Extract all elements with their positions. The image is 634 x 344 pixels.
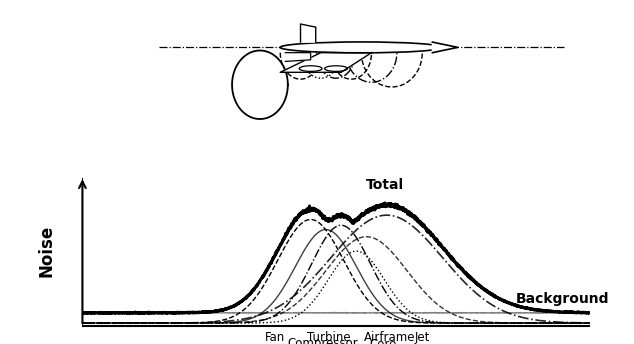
Text: Airframe: Airframe (364, 331, 415, 344)
Text: Noise: Noise (38, 225, 56, 277)
Text: Core: Core (369, 338, 396, 344)
Text: Total: Total (366, 178, 404, 192)
Polygon shape (432, 42, 458, 53)
Ellipse shape (299, 66, 322, 71)
Text: Turbine: Turbine (307, 331, 350, 344)
Polygon shape (280, 53, 372, 72)
Ellipse shape (325, 66, 347, 71)
Polygon shape (301, 24, 316, 42)
Polygon shape (285, 53, 311, 61)
Text: Fan: Fan (265, 331, 285, 344)
Text: Jet: Jet (415, 331, 430, 344)
Text: Background: Background (516, 292, 609, 305)
Text: Compressor: Compressor (288, 337, 359, 344)
Ellipse shape (280, 42, 443, 53)
